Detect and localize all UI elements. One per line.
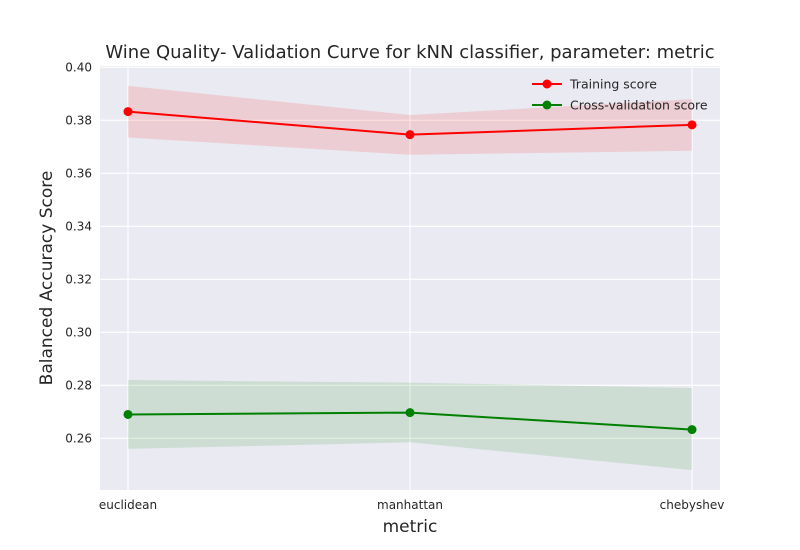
legend-marker — [542, 100, 552, 110]
confidence-bands — [128, 85, 692, 471]
x-tick-label: manhattan — [377, 498, 443, 512]
chart-title: Wine Quality- Validation Curve for kNN c… — [105, 42, 714, 63]
confidence-band-0 — [128, 85, 692, 155]
y-tick-label: 0.36 — [65, 166, 92, 180]
series-points — [123, 107, 697, 435]
grid-lines — [100, 66, 720, 490]
data-point — [405, 130, 415, 140]
data-point — [405, 408, 415, 418]
confidence-band-1 — [128, 380, 692, 471]
legend-label: Cross-validation score — [570, 98, 708, 113]
x-axis-label: metric — [383, 517, 438, 537]
legend-marker — [542, 79, 552, 89]
x-tick-label: chebyshev — [660, 498, 725, 512]
y-tick-labels: 0.26 0.28 0.30 0.32 0.34 0.36 0.38 0.40 — [65, 60, 92, 445]
data-point — [123, 409, 133, 419]
legend: Training score Cross-validation score — [532, 77, 708, 113]
y-tick-label: 0.40 — [65, 60, 92, 74]
legend-label: Training score — [569, 77, 657, 92]
y-tick-label: 0.38 — [65, 113, 92, 127]
x-tick-labels: euclidean manhattan chebyshev — [99, 498, 724, 512]
x-tick-label: euclidean — [99, 498, 157, 512]
y-tick-label: 0.34 — [65, 219, 92, 233]
y-tick-label: 0.28 — [65, 378, 92, 392]
y-tick-label: 0.26 — [65, 431, 92, 445]
y-tick-label: 0.30 — [65, 325, 92, 339]
data-point — [687, 120, 697, 130]
y-axis-label: Balanced Accuracy Score — [37, 171, 57, 386]
data-point — [687, 425, 697, 435]
y-tick-label: 0.32 — [65, 272, 92, 286]
data-point — [123, 107, 133, 117]
